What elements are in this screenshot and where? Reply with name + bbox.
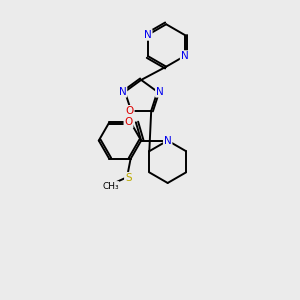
Text: N: N xyxy=(156,87,164,97)
Text: S: S xyxy=(125,173,131,183)
Text: O: O xyxy=(124,117,133,127)
Text: N: N xyxy=(119,87,126,97)
Text: N: N xyxy=(164,136,172,146)
Text: N: N xyxy=(144,30,152,40)
Text: CH₃: CH₃ xyxy=(102,182,119,190)
Text: N: N xyxy=(181,51,188,61)
Text: O: O xyxy=(125,106,134,116)
